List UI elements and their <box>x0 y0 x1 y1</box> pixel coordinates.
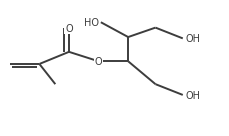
Text: OH: OH <box>185 91 200 101</box>
Text: O: O <box>95 57 102 67</box>
Text: O: O <box>65 24 73 34</box>
Text: HO: HO <box>84 18 98 28</box>
Text: OH: OH <box>185 34 200 44</box>
